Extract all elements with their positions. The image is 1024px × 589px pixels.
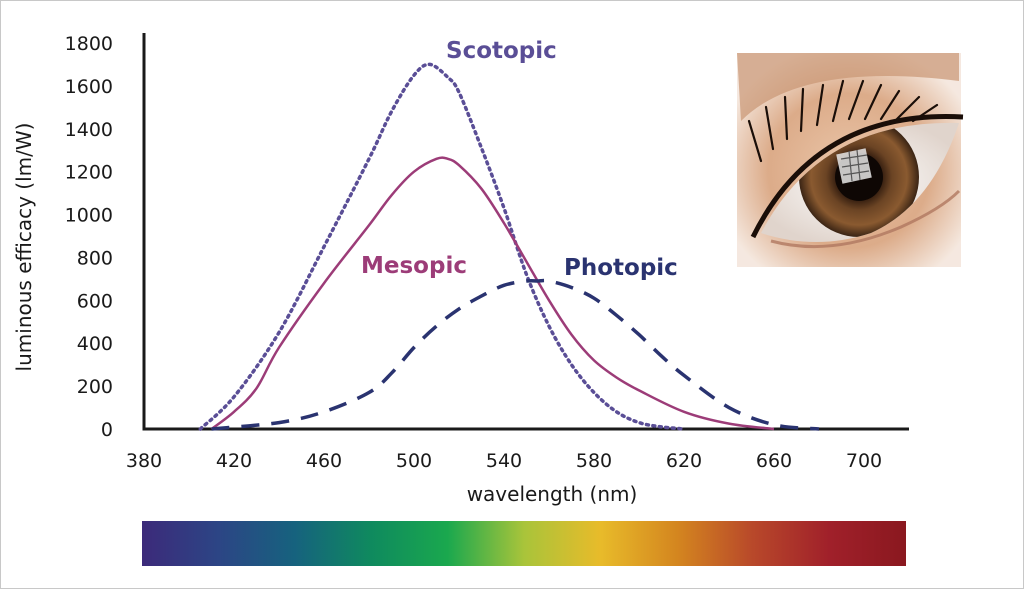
x-tick-label: 660 bbox=[756, 450, 792, 472]
x-tick-label: 420 bbox=[216, 450, 252, 472]
x-tick-label: 580 bbox=[576, 450, 612, 472]
x-axis-title: wavelength (nm) bbox=[467, 482, 638, 506]
y-tick-label: 1600 bbox=[65, 76, 113, 98]
series-line-photopic bbox=[211, 278, 820, 431]
series-line-scotopic bbox=[198, 62, 686, 431]
x-tick-label: 380 bbox=[126, 450, 162, 472]
x-tick-label: 700 bbox=[846, 450, 882, 472]
y-tick-labels: 0 200 400 600 800 1000 1200 1400 1600 1800 bbox=[65, 33, 113, 441]
series-lines bbox=[198, 62, 820, 431]
series-label-mesopic: Mesopic bbox=[361, 253, 467, 279]
y-tick-label: 800 bbox=[77, 247, 113, 269]
x-tick-label: 620 bbox=[666, 450, 702, 472]
x-tick-label: 500 bbox=[396, 450, 432, 472]
visible-spectrum-bar bbox=[142, 521, 906, 566]
y-tick-label: 1200 bbox=[65, 162, 113, 184]
y-tick-label: 0 bbox=[101, 419, 113, 441]
y-tick-label: 1000 bbox=[65, 205, 113, 227]
x-tick-label: 540 bbox=[486, 450, 522, 472]
eye-photo bbox=[737, 53, 964, 267]
y-tick-label: 200 bbox=[77, 376, 113, 398]
series-line-mesopic bbox=[210, 156, 775, 431]
y-tick-label: 1800 bbox=[65, 33, 113, 55]
y-tick-label: 1400 bbox=[65, 119, 113, 141]
y-tick-label: 600 bbox=[77, 290, 113, 312]
series-label-scotopic: Scotopic bbox=[446, 38, 557, 64]
y-axis-title: luminous efficacy (lm/W) bbox=[12, 123, 36, 372]
series-label-photopic: Photopic bbox=[564, 255, 678, 281]
y-tick-label: 400 bbox=[77, 333, 113, 355]
x-tick-label: 460 bbox=[306, 450, 342, 472]
x-tick-labels: 380 420 460 500 540 580 620 660 700 bbox=[126, 450, 882, 472]
